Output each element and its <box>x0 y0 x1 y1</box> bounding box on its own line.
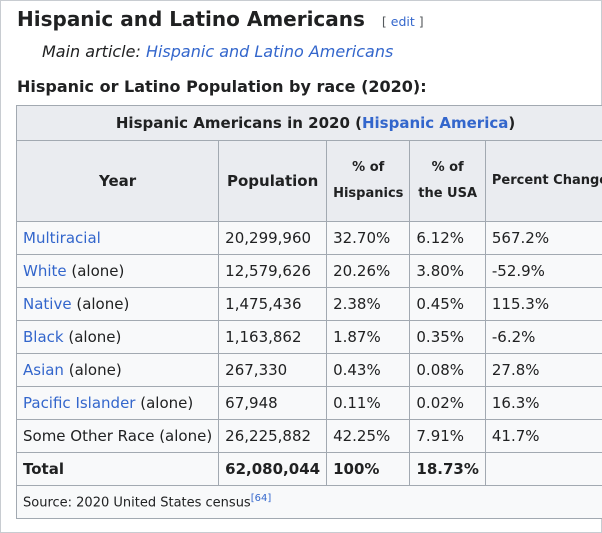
edit-section: [ edit ] <box>382 14 424 29</box>
pct-usa-cell: 0.02% <box>409 386 486 420</box>
race-suffix: (alone) <box>63 361 122 379</box>
source-note: Source: 2020 United States census[64] <box>15 485 602 519</box>
population-cell: 1,475,436 <box>218 287 328 321</box>
pct-usa-cell: 0.08% <box>409 353 486 387</box>
table-row: Some Other Race (alone) 26,225,882 42.25… <box>15 419 602 453</box>
race-link-white[interactable]: White <box>23 262 67 280</box>
total-pct-usa: 18.73% <box>409 452 486 486</box>
population-cell: 267,330 <box>218 353 328 387</box>
race-link-pacific-islander[interactable]: Pacific Islander <box>23 394 136 412</box>
pct-hispanics-cell: 0.43% <box>326 353 411 387</box>
race-suffix: (alone) <box>71 295 130 313</box>
pct-usa-cell: 0.45% <box>409 287 486 321</box>
header-pct-usa: % of the USA <box>409 140 486 222</box>
pct-usa-cell: 0.35% <box>409 320 486 354</box>
header-pct-hispanics-line1: % of <box>352 160 385 175</box>
race-suffix: (alone) <box>66 262 125 280</box>
population-table: Hispanic Americans in 2020 (Hispanic Ame… <box>15 105 602 519</box>
source-row: Source: 2020 United States census[64] <box>15 485 602 519</box>
percent-change-cell: -6.2% <box>484 320 602 354</box>
race-suffix: (alone) <box>63 328 122 346</box>
main-article-hatnote: Main article: Hispanic and Latino Americ… <box>42 41 393 63</box>
caption-suffix: ) <box>508 114 516 132</box>
percent-change-cell: 27.8% <box>484 353 602 387</box>
table-row: White (alone) 12,579,626 20.26% 3.80% -5… <box>15 254 602 288</box>
race-suffix: (alone) <box>135 394 194 412</box>
percent-change-cell: -52.9% <box>484 254 602 288</box>
header-pct-usa-line1: % of <box>431 160 464 175</box>
population-cell: 12,579,626 <box>218 254 328 288</box>
header-percent-change: Percent Change <box>484 140 602 222</box>
race-cell: Pacific Islander (alone) <box>15 386 220 420</box>
race-cell: Multiracial <box>15 221 220 255</box>
hatnote-prefix: Main article: <box>42 42 146 61</box>
source-text: Source: 2020 United States census <box>23 495 251 511</box>
total-population: 62,080,044 <box>218 452 328 486</box>
header-year: Year <box>15 140 220 222</box>
header-pct-hispanics-line2: Hispanics <box>333 186 404 201</box>
table-row: Pacific Islander (alone) 67,948 0.11% 0.… <box>15 386 602 420</box>
main-article-link[interactable]: Hispanic and Latino Americans <box>145 42 394 61</box>
header-pct-hispanics: % of Hispanics <box>326 140 411 222</box>
population-cell: 67,948 <box>218 386 328 420</box>
table-row: Native (alone) 1,475,436 2.38% 0.45% 115… <box>15 287 602 321</box>
pct-usa-cell: 6.12% <box>409 221 486 255</box>
pct-usa-cell: 7.91% <box>409 419 486 453</box>
table-subheading: Hispanic or Latino Population by race (2… <box>17 77 427 96</box>
race-cell: White (alone) <box>15 254 220 288</box>
pct-hispanics-cell: 0.11% <box>326 386 411 420</box>
table-row: Black (alone) 1,163,862 1.87% 0.35% -6.2… <box>15 320 602 354</box>
total-label: Total <box>15 452 220 486</box>
race-link-multiracial[interactable]: Multiracial <box>23 229 101 247</box>
edit-link[interactable]: edit <box>390 14 415 29</box>
race-link-black[interactable]: Black <box>23 328 64 346</box>
race-link-asian[interactable]: Asian <box>23 361 64 379</box>
caption-prefix: Hispanic Americans in 2020 ( <box>115 114 362 132</box>
table-row: Multiracial 20,299,960 32.70% 6.12% 567.… <box>15 221 602 255</box>
total-row: Total 62,080,044 100% 18.73% <box>15 452 602 486</box>
pct-hispanics-cell: 1.87% <box>326 320 411 354</box>
race-cell: Some Other Race (alone) <box>15 419 220 453</box>
population-cell: 1,163,862 <box>218 320 328 354</box>
table-row: Asian (alone) 267,330 0.43% 0.08% 27.8% <box>15 353 602 387</box>
table-header-row: Year Population % of Hispanics % of the … <box>15 140 602 222</box>
total-pct-hispanics: 100% <box>326 452 411 486</box>
edit-bracket-open: [ <box>381 14 387 29</box>
pct-hispanics-cell: 42.25% <box>326 419 411 453</box>
section-heading: Hispanic and Latino Americans [ edit ] <box>17 6 424 35</box>
race-cell: Native (alone) <box>15 287 220 321</box>
percent-change-cell: 567.2% <box>484 221 602 255</box>
reference-link[interactable]: [64] <box>250 493 272 505</box>
race-cell: Black (alone) <box>15 320 220 354</box>
percent-change-cell: 16.3% <box>484 386 602 420</box>
section-title: Hispanic and Latino Americans <box>17 7 365 31</box>
total-percent-change <box>484 452 602 486</box>
population-cell: 20,299,960 <box>218 221 328 255</box>
edit-bracket-close: ] <box>418 14 424 29</box>
percent-change-cell: 115.3% <box>484 287 602 321</box>
percent-change-cell: 41.7% <box>484 419 602 453</box>
population-cell: 26,225,882 <box>218 419 328 453</box>
table-caption: Hispanic Americans in 2020 (Hispanic Ame… <box>15 105 602 141</box>
race-cell: Asian (alone) <box>15 353 220 387</box>
pct-hispanics-cell: 20.26% <box>326 254 411 288</box>
pct-hispanics-cell: 2.38% <box>326 287 411 321</box>
pct-usa-cell: 3.80% <box>409 254 486 288</box>
pct-hispanics-cell: 32.70% <box>326 221 411 255</box>
table-caption-row: Hispanic Americans in 2020 (Hispanic Ame… <box>15 105 602 141</box>
header-pct-usa-line2: the USA <box>418 186 478 201</box>
race-link-native[interactable]: Native <box>23 295 72 313</box>
header-population: Population <box>218 140 328 222</box>
hispanic-america-link[interactable]: Hispanic America <box>361 114 509 132</box>
race-label-some-other: Some Other Race (alone) <box>23 427 213 445</box>
